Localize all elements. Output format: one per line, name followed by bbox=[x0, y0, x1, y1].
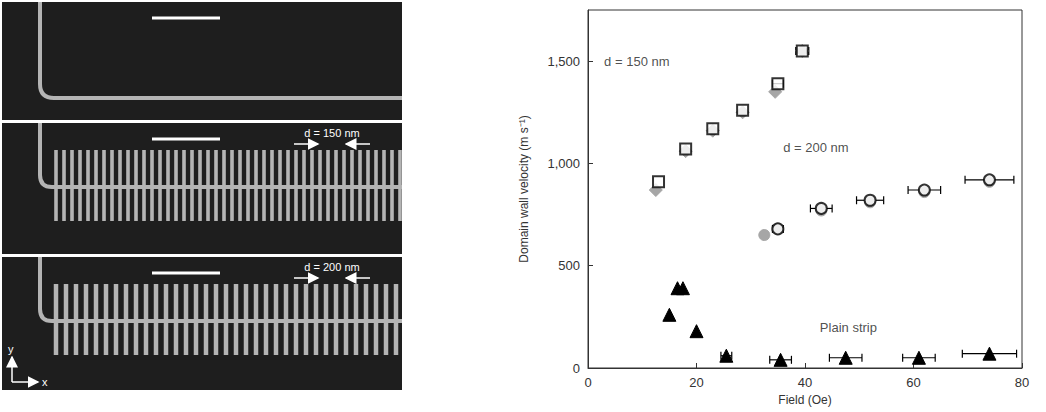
svg-text:60: 60 bbox=[906, 375, 920, 390]
svg-text:y: y bbox=[8, 343, 14, 355]
svg-text:0: 0 bbox=[584, 375, 591, 390]
svg-text:Plain strip: Plain strip bbox=[820, 320, 877, 335]
svg-text:0: 0 bbox=[573, 361, 580, 376]
svg-text:d = 200 nm: d = 200 nm bbox=[783, 140, 848, 155]
svg-text:80: 80 bbox=[1015, 375, 1029, 390]
svg-text:1,500: 1,500 bbox=[547, 54, 580, 69]
svg-text:40: 40 bbox=[798, 375, 812, 390]
svg-text:500: 500 bbox=[558, 258, 580, 273]
svg-text:20: 20 bbox=[689, 375, 703, 390]
svg-text:1,000: 1,000 bbox=[547, 156, 580, 171]
svg-text:d = 150 nm: d = 150 nm bbox=[604, 54, 669, 69]
svg-text:Field (Oe): Field (Oe) bbox=[778, 393, 831, 407]
svg-text:d = 150 nm: d = 150 nm bbox=[304, 127, 359, 139]
svg-text:d = 200 nm: d = 200 nm bbox=[304, 261, 359, 273]
svg-text:Domain wall velocity (m s⁻¹): Domain wall velocity (m s⁻¹) bbox=[517, 115, 531, 262]
svg-text:x: x bbox=[42, 376, 48, 388]
